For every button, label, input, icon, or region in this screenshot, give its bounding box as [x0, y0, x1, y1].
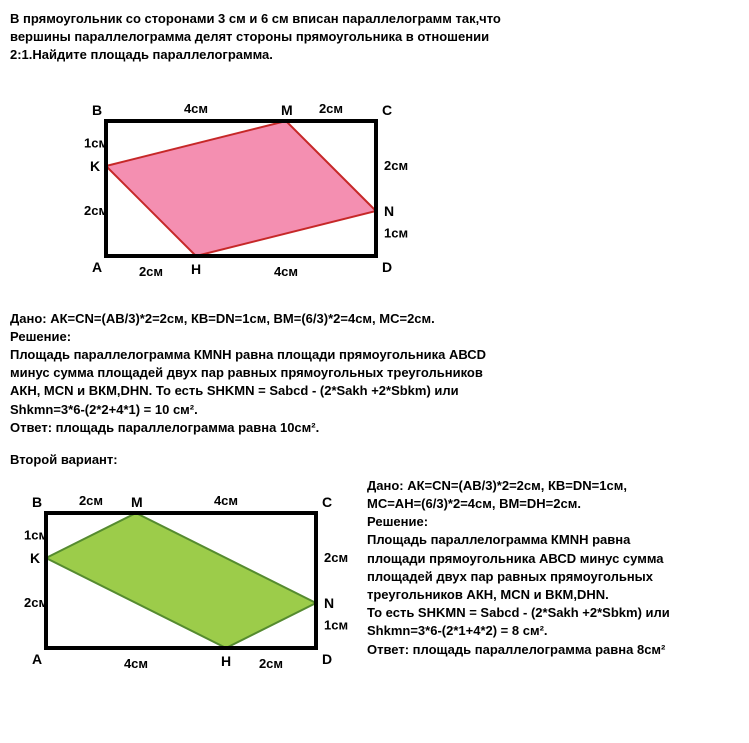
svg-text:2см: 2см: [24, 595, 48, 610]
svg-text:A: A: [92, 259, 102, 275]
geometry-figure-1: B C A D M H K N 4см 2см 2см 4см 1см 2см 2см 1см: [70, 85, 412, 292]
solution-line: площади прямоугольника АВСD минус сумма: [367, 551, 664, 566]
svg-text:1см: 1см: [384, 225, 408, 240]
answer-text: Ответ: площадь параллелограмма равна 8см…: [367, 642, 665, 657]
svg-text:H: H: [191, 261, 201, 277]
svg-text:1см: 1см: [324, 617, 348, 632]
diagram-2: B C A D M H K N 2см 4см 4см 2см 1см 2см 2см 1см: [10, 477, 352, 687]
svg-text:2см: 2см: [139, 264, 163, 279]
problem-line: В прямоугольник со сторонами 3 см и 6 см…: [10, 11, 501, 26]
solution-line: Shkmn=3*6-(2*2+4*1) = 10 см².: [10, 402, 198, 417]
solution-line: минус сумма площадей двух пар равных пря…: [10, 365, 483, 380]
svg-text:1см: 1см: [84, 135, 108, 150]
solving-label: Решение:: [367, 514, 428, 529]
solution-line: Площадь параллелограмма КМNH равна площа…: [10, 347, 486, 362]
variant-2-label: Второй вариант:: [10, 452, 739, 467]
solving-label: Решение:: [10, 329, 71, 344]
svg-text:2см: 2см: [259, 656, 283, 671]
svg-text:4см: 4см: [274, 264, 298, 279]
problem-statement: В прямоугольник со сторонами 3 см и 6 см…: [10, 10, 739, 65]
svg-text:M: M: [131, 494, 143, 510]
svg-text:1см: 1см: [24, 527, 48, 542]
svg-text:B: B: [32, 494, 42, 510]
svg-text:C: C: [322, 494, 332, 510]
svg-text:M: M: [281, 102, 293, 118]
solution-line: АКН, МСN и ВКМ,DHN. То есть SHKMN = Sabc…: [10, 383, 459, 398]
svg-text:H: H: [221, 653, 231, 669]
svg-text:D: D: [382, 259, 392, 275]
svg-text:4см: 4см: [124, 656, 148, 671]
svg-text:A: A: [32, 651, 42, 667]
svg-text:D: D: [322, 651, 332, 667]
svg-text:B: B: [92, 102, 102, 118]
svg-text:C: C: [382, 102, 392, 118]
svg-text:N: N: [324, 595, 334, 611]
solution-line: То есть SHKMN = Sabcd - (2*Sakh +2*Sbkm)…: [367, 605, 670, 620]
svg-text:N: N: [384, 203, 394, 219]
solution-line: треугольников АКН, МСN и ВКМ,DHN.: [367, 587, 609, 602]
svg-text:2см: 2см: [384, 158, 408, 173]
svg-text:K: K: [30, 550, 40, 566]
svg-text:2см: 2см: [319, 101, 343, 116]
problem-line: 2:1.Найдите площадь параллелограмма.: [10, 47, 273, 62]
answer-text: Ответ: площадь параллелограмма равна 10с…: [10, 420, 319, 435]
solution-line: Shkmn=3*6-(2*1+4*2) = 8 см².: [367, 623, 548, 638]
solution-2: Дано: АК=СN=(AB/3)*2=2см, КВ=DN=1см, МС=…: [367, 477, 739, 687]
variant-2-row: B C A D M H K N 2см 4см 4см 2см 1см 2см 2см 1см Дано: А…: [10, 477, 739, 702]
svg-text:K: K: [90, 158, 100, 174]
given-text: Дано: АК=СN=(AB/3)*2=2см, КВ=DN=1см, ВМ=…: [10, 311, 435, 326]
given-text: Дано: АК=СN=(AB/3)*2=2см, КВ=DN=1см,: [367, 478, 627, 493]
svg-text:2см: 2см: [79, 493, 103, 508]
svg-text:4см: 4см: [214, 493, 238, 508]
diagram-1: B C A D M H K N 4см 2см 2см 4см 1см 2см 2см 1см: [70, 85, 739, 295]
given-text: МС=АН=(6/3)*2=4см, ВМ=DH=2см.: [367, 496, 581, 511]
svg-text:2см: 2см: [324, 550, 348, 565]
svg-text:4см: 4см: [184, 101, 208, 116]
solution-line: Площадь параллелограмма КМNH равна: [367, 532, 630, 547]
solution-1: Дано: АК=СN=(AB/3)*2=2см, КВ=DN=1см, ВМ=…: [10, 310, 739, 437]
problem-line: вершины параллелограмма делят стороны пр…: [10, 29, 489, 44]
geometry-figure-2: B C A D M H K N 2см 4см 4см 2см 1см 2см 2см 1см: [10, 477, 352, 684]
svg-text:2см: 2см: [84, 203, 108, 218]
solution-line: площадей двух пар равных прямоугольных: [367, 569, 653, 584]
